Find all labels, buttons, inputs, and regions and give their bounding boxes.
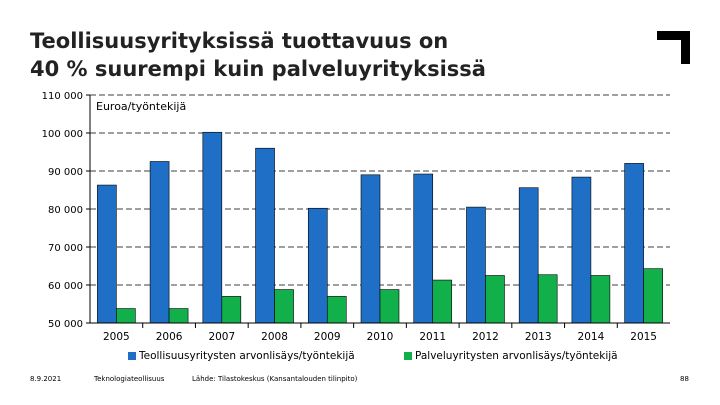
- x-tick-label: 2006: [156, 331, 183, 343]
- legend-item-services: Palveluyritysten arvonlisäys/työntekijä: [404, 350, 618, 362]
- bar-services: [432, 279, 453, 324]
- legend-label-industry: Teollisuusyritysten arvonlisäys/työnteki…: [139, 350, 355, 362]
- x-tick-label: 2010: [367, 331, 394, 343]
- bar-services: [485, 275, 505, 324]
- bar-industry: [97, 184, 117, 324]
- x-tick-label: 2011: [419, 331, 446, 343]
- bar-industry: [255, 147, 275, 324]
- y-tick-label: 50 000: [48, 319, 83, 330]
- y-tick-label: 80 000: [48, 205, 83, 216]
- y-tick-label: 60 000: [48, 281, 83, 292]
- bar-services: [643, 268, 663, 324]
- bar-services: [274, 289, 294, 324]
- bar-industry: [624, 163, 644, 324]
- bar-services: [221, 296, 242, 324]
- x-tick-label: 2008: [261, 331, 288, 343]
- legend-item-industry: Teollisuusyritysten arvonlisäys/työnteki…: [128, 350, 355, 362]
- slide-title-line2: 40 % suurempi kuin palveluyrityksissä: [30, 57, 486, 81]
- x-tick-label: 2013: [525, 331, 552, 343]
- bar-industry: [149, 161, 170, 324]
- bar-industry: [360, 174, 381, 324]
- slide-title-line1: Teollisuusyrityksissä tuottavuus on: [30, 29, 449, 53]
- bar-services: [379, 289, 400, 324]
- y-tick-label: 110 000: [42, 91, 83, 102]
- x-tick-label: 2014: [578, 331, 605, 343]
- bar-industry: [466, 206, 486, 324]
- bar-industry: [307, 207, 328, 324]
- x-tick-label: 2015: [630, 331, 657, 343]
- y-axis-unit-label: Euroa/työntekijä: [96, 100, 186, 113]
- y-tick-label: 70 000: [48, 243, 83, 254]
- y-tick-label: 90 000: [48, 167, 83, 178]
- bar-services: [116, 308, 136, 324]
- bar-industry: [202, 131, 223, 324]
- bar-industry: [571, 176, 592, 324]
- legend-swatch-industry: [128, 352, 136, 360]
- chart-bars: [97, 131, 663, 324]
- bar-services: [537, 274, 558, 324]
- legend-swatch-services: [404, 352, 412, 360]
- y-tick-label: 100 000: [42, 129, 83, 140]
- bar-industry: [518, 187, 539, 324]
- footer-date: 8.9.2021: [30, 375, 62, 383]
- bar-services: [326, 296, 347, 324]
- footer-organization: Teknologiateollisuus: [94, 375, 165, 383]
- bar-services: [590, 275, 611, 324]
- x-tick-label: 2005: [103, 331, 130, 343]
- footer-page-number: 88: [680, 375, 689, 383]
- teknologiateollisuus-logo-icon: [657, 31, 690, 64]
- slide-title: Teollisuusyrityksissä tuottavuus on 40 %…: [30, 27, 486, 83]
- bar-industry: [413, 173, 434, 324]
- x-tick-label: 2012: [472, 331, 499, 343]
- x-tick-label: 2009: [314, 331, 341, 343]
- x-axis-ticks: 2005 2006 2007 2008 2009 2010 2011 2012 2013 2014…: [103, 323, 657, 343]
- x-tick-label: 2007: [208, 331, 235, 343]
- footer-source: Lähde: Tilastokeskus (Kansantalouden til…: [192, 375, 358, 383]
- legend-label-services: Palveluyritysten arvonlisäys/työntekijä: [415, 350, 618, 362]
- y-axis-ticks: 50 000 60 000 70 000 80 000 90 000 100 000 110…: [42, 91, 90, 330]
- bar-services: [168, 308, 189, 324]
